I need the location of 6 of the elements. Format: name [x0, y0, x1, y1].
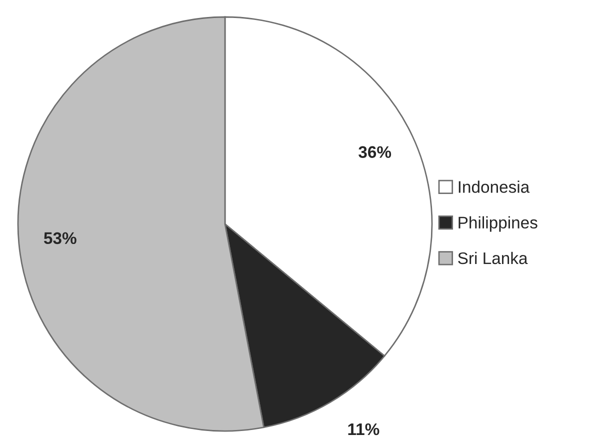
data-label: 53% — [44, 232, 76, 244]
legend-label: Sri Lanka — [458, 252, 528, 264]
legend-label: Philippines — [458, 216, 538, 232]
data-label: 36% — [358, 146, 392, 158]
legend-label: Indonesia — [458, 180, 530, 193]
data-label: 11% — [348, 423, 380, 436]
